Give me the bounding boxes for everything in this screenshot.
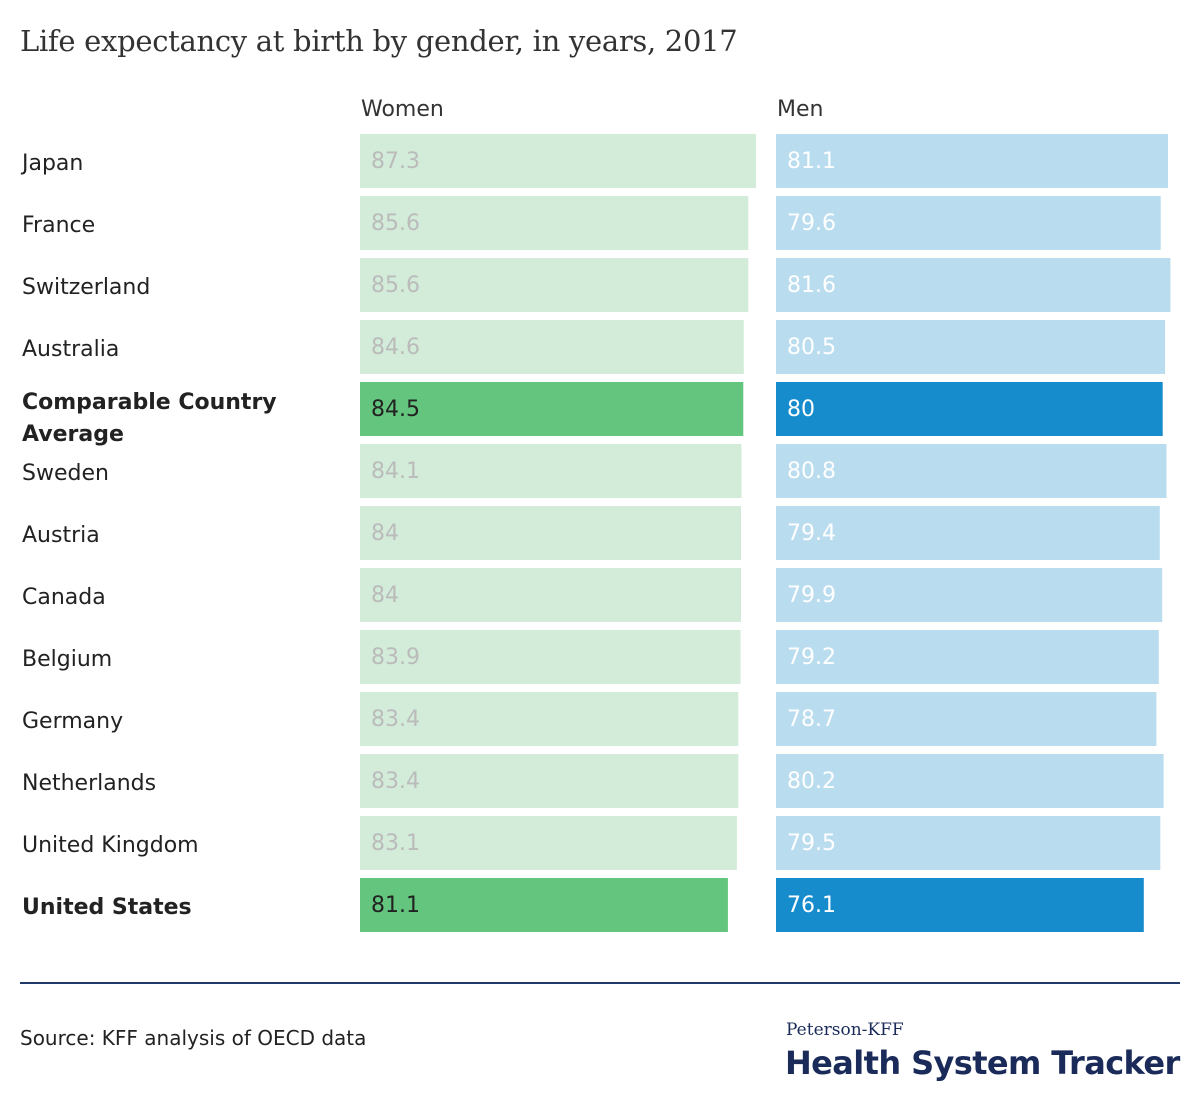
bar-women-sweden (360, 444, 742, 498)
footer-divider (20, 982, 1180, 984)
bar-men-canada (776, 568, 1163, 622)
bar-women-united-kingdom (360, 816, 737, 870)
value-label-men-united-states: 76.1 (787, 893, 836, 918)
bar-women-germany (360, 692, 739, 746)
bar-men-germany (776, 692, 1157, 746)
column-header-women: Women (361, 97, 444, 122)
value-label-women-united-states: 81.1 (371, 893, 420, 918)
bar-men-comparable-country-average (776, 382, 1163, 436)
category-label-sweden: Sweden (22, 461, 109, 486)
bar-women-france (360, 196, 749, 250)
value-label-men-switzerland: 81.6 (787, 273, 836, 298)
bar-men-france (776, 196, 1161, 250)
category-label-japan: Japan (20, 151, 83, 176)
value-label-women-belgium: 83.9 (371, 645, 420, 670)
bar-women-netherlands (360, 754, 739, 808)
category-label-germany: Germany (22, 709, 123, 734)
value-label-men-comparable-country-average: 80 (787, 397, 815, 422)
bar-men-netherlands (776, 754, 1164, 808)
bar-women-belgium (360, 630, 741, 684)
value-label-men-netherlands: 80.2 (787, 769, 836, 794)
value-label-women-germany: 83.4 (371, 707, 420, 732)
value-label-men-australia: 80.5 (787, 335, 836, 360)
value-label-men-japan: 81.1 (787, 149, 836, 174)
bar-men-switzerland (776, 258, 1171, 312)
bar-women-comparable-country-average (360, 382, 744, 436)
value-label-women-canada: 84 (371, 583, 399, 608)
category-label-united-kingdom: United Kingdom (22, 833, 199, 858)
value-label-men-france: 79.6 (787, 211, 836, 236)
column-header-men: Men (777, 97, 823, 122)
bar-women-japan (360, 134, 756, 188)
source-note: Source: KFF analysis of OECD data (20, 1026, 367, 1050)
value-label-women-sweden: 84.1 (371, 459, 420, 484)
bar-women-australia (360, 320, 744, 374)
bar-men-united-states (776, 878, 1144, 932)
bar-women-austria (360, 506, 741, 560)
bar-men-austria (776, 506, 1160, 560)
category-label-austria: Austria (22, 523, 100, 548)
category-label-comparable-country-average: Comparable Country Average (22, 390, 277, 447)
category-label-australia: Australia (22, 337, 119, 362)
bar-men-japan (776, 134, 1168, 188)
value-label-women-switzerland: 85.6 (371, 273, 420, 298)
value-label-men-germany: 78.7 (787, 707, 836, 732)
value-label-women-austria: 84 (371, 521, 399, 546)
bar-women-canada (360, 568, 741, 622)
bar-women-switzerland (360, 258, 749, 312)
bar-women-united-states (360, 878, 728, 932)
value-label-men-belgium: 79.2 (787, 645, 836, 670)
bar-men-belgium (776, 630, 1159, 684)
value-label-women-france: 85.6 (371, 211, 420, 236)
value-label-men-canada: 79.9 (787, 583, 836, 608)
brand-logo-main: Health System Tracker (785, 1044, 1180, 1082)
value-label-women-comparable-country-average: 84.5 (371, 397, 420, 422)
category-label-belgium: Belgium (22, 647, 112, 672)
value-label-men-sweden: 80.8 (787, 459, 836, 484)
category-label-switzerland: Switzerland (22, 275, 150, 300)
value-label-men-austria: 79.4 (787, 521, 836, 546)
value-label-women-united-kingdom: 83.1 (371, 831, 420, 856)
value-label-women-netherlands: 83.4 (371, 769, 420, 794)
bar-men-united-kingdom (776, 816, 1161, 870)
value-label-women-australia: 84.6 (371, 335, 420, 360)
brand-logo-top: Peterson-KFF (786, 1020, 904, 1040)
category-label-canada: Canada (22, 585, 106, 610)
value-label-men-united-kingdom: 79.5 (787, 831, 836, 856)
bar-men-sweden (776, 444, 1167, 498)
category-label-netherlands: Netherlands (22, 771, 156, 796)
chart: Women Men Japan 87.3 81.1 France 85.6 79.6 Switz… (20, 97, 1171, 932)
chart-title: Life expectancy at birth by gender, in y… (20, 24, 738, 58)
category-label-united-states: United States (22, 895, 192, 920)
bar-men-australia (776, 320, 1166, 374)
value-label-women-japan: 87.3 (371, 149, 420, 174)
category-label-france: France (22, 213, 95, 238)
